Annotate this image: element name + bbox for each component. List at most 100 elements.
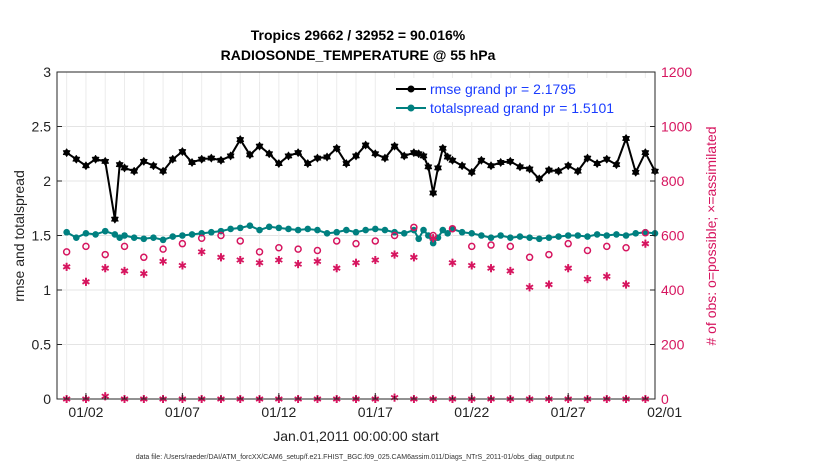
y-tick-label-left: 1 (43, 282, 51, 298)
obs-assimilated-point (159, 257, 168, 266)
obs-assimilated-point (429, 234, 438, 243)
totalspread-point (478, 232, 485, 239)
rmse-point (284, 151, 293, 161)
totalspread-point (236, 224, 244, 232)
totalspread-point (140, 235, 148, 243)
totalspread-point (420, 226, 427, 234)
obs-possible-point (140, 253, 148, 262)
rmse-point (361, 140, 370, 150)
totalspread-point (121, 232, 128, 239)
rmse-point (120, 163, 129, 173)
totalspread-point (415, 235, 422, 243)
rmse-point (525, 164, 534, 174)
obs-possible-point (332, 237, 341, 245)
rmse-point (226, 151, 235, 161)
totalspread-point (169, 233, 177, 240)
obs-possible-point (622, 244, 630, 252)
rmse-point (564, 161, 573, 171)
obs-possible-point (255, 248, 264, 256)
obs-assimilated-point (255, 258, 264, 267)
obs-assimilated-point (467, 261, 476, 270)
totalspread-point (314, 226, 321, 234)
obs-possible-point (82, 242, 90, 251)
rmse-point (188, 157, 197, 168)
rmse-point (438, 143, 447, 153)
rmse-point (294, 148, 303, 158)
totalspread-point (188, 231, 196, 238)
rmse-point (573, 166, 582, 176)
y-tick-label-right: 200 (661, 337, 685, 353)
obs-possible-point (390, 231, 399, 240)
rmse-point (593, 158, 602, 169)
rmse-point (351, 151, 361, 161)
y-tick-label-right: 0 (661, 391, 669, 407)
rmse-point (91, 154, 100, 164)
y-tick-label-left: 3 (43, 64, 51, 80)
obs-possible-point (159, 245, 167, 253)
y-tick-label-left: 0.5 (32, 337, 52, 353)
obs-possible-point (352, 239, 360, 248)
rmse-point (303, 158, 312, 169)
rmse-point (424, 162, 433, 172)
obs-possible-point (410, 223, 418, 232)
rmse-point (139, 156, 148, 167)
rmse-point (110, 214, 119, 224)
obs-possible-point (564, 239, 572, 248)
obs-possible-point (525, 253, 534, 262)
rmse-point (433, 163, 443, 173)
totalspread-point (111, 231, 119, 238)
totalspread-point (343, 226, 350, 234)
rmse-point (506, 156, 515, 167)
obs-assimilated-point (313, 257, 322, 266)
x-tick-label: 02/01 (647, 404, 682, 420)
obs-possible-point (120, 242, 129, 251)
rmse-point (515, 162, 524, 172)
y-tick-label-right: 1000 (661, 119, 692, 135)
rmse-point (255, 141, 264, 151)
rmse-point (197, 154, 206, 164)
totalspread-point (574, 232, 582, 239)
x-tick-label: 01/27 (551, 404, 586, 420)
obs-possible-point (487, 241, 495, 249)
totalspread-point (285, 225, 292, 233)
rmse-point (631, 167, 640, 177)
rmse-point (487, 161, 496, 171)
obs-possible-point (448, 224, 457, 233)
obs-assimilated-point (236, 256, 245, 265)
rmse-point (245, 150, 254, 160)
totalspread-point (381, 226, 389, 234)
rmse-point (149, 161, 158, 171)
totalspread-point (304, 225, 312, 233)
obs-assimilated-point (583, 275, 592, 284)
y-tick-label-right: 600 (661, 228, 685, 244)
rmse-point (429, 188, 438, 198)
rmse-point (535, 174, 544, 184)
totalspread-point (294, 226, 302, 234)
totalspread-point (535, 235, 543, 243)
rmse-point (477, 155, 486, 165)
obs-possible-point (641, 229, 650, 237)
rmse-point (323, 152, 332, 162)
obs-assimilated-point (622, 280, 630, 289)
x-tick-label: 01/07 (165, 404, 200, 420)
obs-possible-point (294, 245, 302, 253)
obs-assimilated-point (487, 264, 495, 273)
obs-assimilated-point (641, 239, 650, 248)
rmse-point (467, 167, 476, 177)
y-tick-label-right: 800 (661, 173, 685, 189)
obs-possible-point (583, 246, 592, 255)
legend-spread-marker (407, 104, 415, 112)
rmse-point (419, 151, 428, 161)
totalspread-point (227, 225, 234, 233)
y-tick-label-right: 400 (661, 282, 685, 298)
rmse-point (458, 161, 467, 171)
rmse-point (207, 153, 216, 163)
obs-assimilated-point (352, 258, 360, 267)
footnote: data file: /Users/raeder/DAI/ATM_forcXX/… (136, 454, 575, 461)
obs-assimilated-point (448, 258, 457, 267)
chart-subtitle: RADIOSONDE_TEMPERATURE @ 55 hPa (221, 47, 496, 63)
totalspread-point (593, 231, 601, 238)
totalspread-point (323, 230, 331, 237)
rmse-point (274, 158, 283, 169)
